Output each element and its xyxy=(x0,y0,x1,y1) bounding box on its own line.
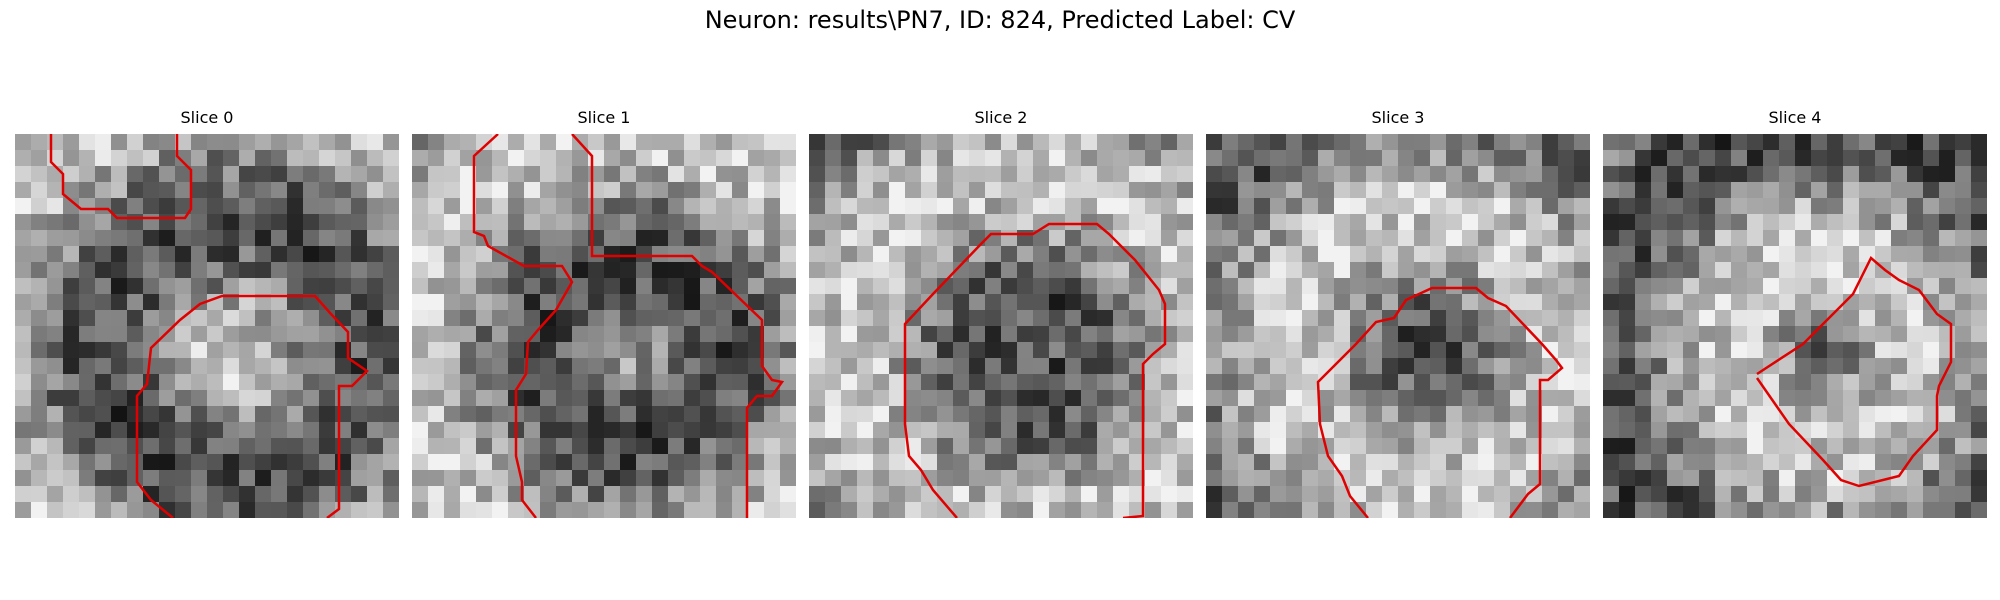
pixel-grid xyxy=(809,134,1193,518)
figure-title: Neuron: results\PN7, ID: 824, Predicted … xyxy=(0,6,2000,34)
slice-1-image xyxy=(412,134,796,518)
slice-3-title: Slice 3 xyxy=(1206,108,1590,127)
slice-2-image xyxy=(809,134,1193,518)
pixel-grid xyxy=(412,134,796,518)
slice-1-micrograph xyxy=(412,134,796,518)
slice-panel-1: Slice 1 xyxy=(412,108,796,538)
slice-3-image xyxy=(1206,134,1590,518)
slice-4-title: Slice 4 xyxy=(1603,108,1987,127)
slice-3-micrograph xyxy=(1206,134,1590,518)
slice-0-image xyxy=(15,134,399,518)
slice-2-micrograph xyxy=(809,134,1193,518)
slice-panel-4: Slice 4 xyxy=(1603,108,1987,538)
slice-4-micrograph xyxy=(1603,134,1987,518)
pixel-grid xyxy=(1603,134,1987,518)
slice-0-micrograph xyxy=(15,134,399,518)
slice-2-title: Slice 2 xyxy=(809,108,1193,127)
slice-4-image xyxy=(1603,134,1987,518)
slice-panel-3: Slice 3 xyxy=(1206,108,1590,538)
pixel-grid xyxy=(1206,134,1590,518)
slice-panel-0: Slice 0 xyxy=(15,108,399,538)
slice-panel-2: Slice 2 xyxy=(809,108,1193,538)
slice-0-title: Slice 0 xyxy=(15,108,399,127)
slice-1-title: Slice 1 xyxy=(412,108,796,127)
